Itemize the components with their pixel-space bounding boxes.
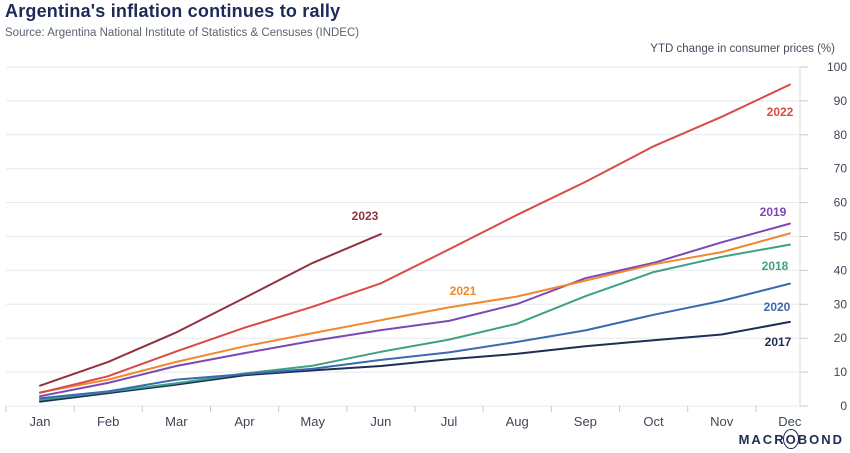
logo-text-pre: MACR — [738, 432, 786, 447]
logo-ring-o: O — [783, 429, 799, 449]
y-tick-label-80: 80 — [834, 128, 848, 142]
series-label-2017: 2017 — [765, 335, 792, 349]
page-title: Argentina's inflation continues to rally — [5, 1, 341, 21]
series-label-2021: 2021 — [450, 284, 477, 298]
series-line-2021 — [39, 232, 791, 394]
y-tick-label-70: 70 — [834, 162, 848, 176]
x-tick-label-Dec: Dec — [778, 414, 802, 429]
x-tick-label-Mar: Mar — [165, 414, 188, 429]
x-tick-label-Oct: Oct — [643, 414, 664, 429]
x-tick-label-Nov: Nov — [710, 414, 734, 429]
y-tick-label-0: 0 — [840, 399, 847, 413]
logo-text-post: BOND — [797, 432, 844, 447]
series-line-2019 — [39, 222, 791, 398]
series-line-2017 — [39, 320, 791, 403]
y-tick-label-20: 20 — [834, 331, 848, 345]
x-tick-label-Sep: Sep — [574, 414, 597, 429]
series-label-2022: 2022 — [767, 105, 794, 119]
y-axis-title: YTD change in consumer prices (%) — [650, 43, 835, 55]
y-tick-label-100: 100 — [827, 60, 847, 74]
x-tick-label-Aug: Aug — [506, 414, 529, 429]
series-label-2019: 2019 — [760, 205, 787, 219]
x-tick-label-Jun: Jun — [370, 414, 391, 429]
x-tick-label-Feb: Feb — [97, 414, 119, 429]
series-label-2023: 2023 — [352, 209, 379, 223]
series-line-2023 — [39, 233, 382, 387]
x-tick-label-Apr: Apr — [234, 414, 255, 429]
series-line-2020 — [39, 282, 791, 400]
macrobond-logo: MACROBOND — [738, 429, 844, 449]
series-label-2018: 2018 — [762, 259, 789, 273]
y-tick-label-60: 60 — [834, 196, 848, 210]
y-tick-label-10: 10 — [834, 365, 848, 379]
source-note: Source: Argentina National Institute of … — [5, 27, 360, 39]
y-tick-label-40: 40 — [834, 263, 848, 277]
x-tick-label-Jul: Jul — [441, 414, 458, 429]
series-line-2018 — [39, 243, 791, 401]
y-tick-label-30: 30 — [834, 297, 848, 311]
series-label-2020: 2020 — [764, 300, 791, 314]
y-tick-label-50: 50 — [834, 230, 848, 244]
x-tick-label-Jan: Jan — [30, 414, 51, 429]
series-line-2022 — [39, 83, 791, 394]
x-tick-label-May: May — [300, 414, 325, 429]
y-tick-label-90: 90 — [834, 94, 848, 108]
